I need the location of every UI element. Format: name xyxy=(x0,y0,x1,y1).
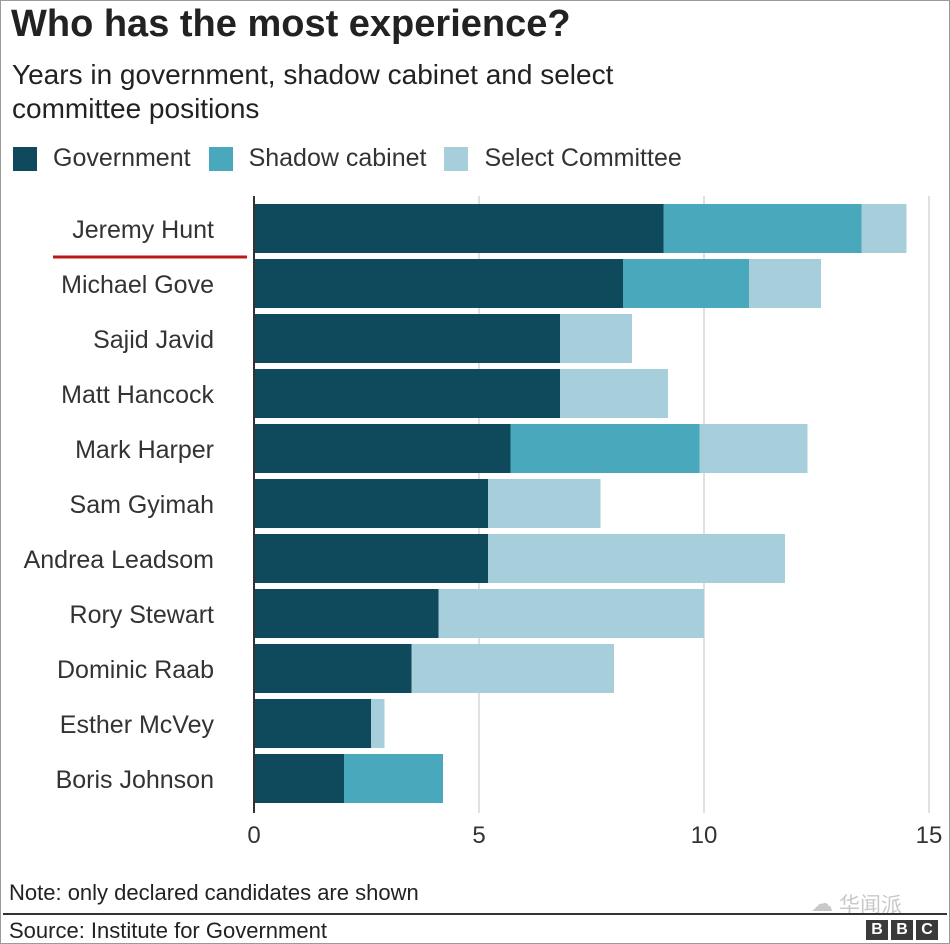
legend: Government Shadow cabinet Select Committ… xyxy=(13,144,700,173)
bar-select-committee xyxy=(371,699,385,748)
watermark-text: 华闻派 xyxy=(839,894,902,917)
bar-government xyxy=(254,754,344,803)
source-text: Source: Institute for Government xyxy=(9,918,327,943)
bar-shadow-cabinet xyxy=(623,259,749,308)
bar-government xyxy=(254,479,488,528)
legend-swatch-government xyxy=(13,146,37,171)
chart-title: Who has the most experience? xyxy=(11,3,571,45)
bar-select-committee xyxy=(411,644,614,693)
chart-subtitle: Years in government, shadow cabinet and … xyxy=(12,59,614,124)
bar-select-committee xyxy=(560,369,668,418)
category-label: Matt Hancock xyxy=(61,381,214,409)
bar-select-committee xyxy=(749,259,821,308)
bar-select-committee xyxy=(438,589,704,638)
bar-select-committee xyxy=(560,314,632,363)
bar-government xyxy=(254,259,623,308)
bar-shadow-cabinet xyxy=(663,204,862,253)
bar-government xyxy=(254,424,511,473)
category-label: Sam Gyimah xyxy=(70,491,214,519)
legend-item-government: Government xyxy=(13,144,191,173)
bar-government xyxy=(254,644,412,693)
bbc-logo-letter: B xyxy=(866,920,888,940)
x-tick-label: 15 xyxy=(916,822,943,849)
bar-government xyxy=(254,369,560,418)
legend-item-select-committee: Select Committee xyxy=(444,144,682,173)
bbc-logo-letter: C xyxy=(916,920,938,940)
bar-select-committee xyxy=(488,479,601,528)
category-label: Jeremy Hunt xyxy=(72,216,214,244)
legend-swatch-select-committee xyxy=(444,146,469,171)
bar-shadow-cabinet xyxy=(344,754,443,803)
bar-government xyxy=(254,589,439,638)
legend-label-shadow-cabinet: Shadow cabinet xyxy=(248,144,427,172)
bar-chart: 0 5 10 15 Jeremy Hunt Michael Gove Sajid Javid… xyxy=(24,196,943,849)
x-tick-label: 0 xyxy=(247,822,260,849)
category-label: Michael Gove xyxy=(61,271,214,299)
bbc-logo-letter: B xyxy=(891,920,913,940)
category-label: Dominic Raab xyxy=(57,656,214,684)
x-tick-label: 10 xyxy=(691,822,718,849)
note-text: Note: only declared candidates are shown xyxy=(9,880,419,905)
category-label: Rory Stewart xyxy=(70,601,215,629)
bbc-logo: B B C xyxy=(863,920,938,940)
legend-label-government: Government xyxy=(53,144,191,172)
category-label: Sajid Javid xyxy=(93,326,214,354)
category-label: Esther McVey xyxy=(60,711,215,739)
legend-item-shadow-cabinet: Shadow cabinet xyxy=(208,144,427,173)
bar-government xyxy=(254,314,560,363)
source-divider xyxy=(3,913,947,915)
watermark: ☁ 华闻派 xyxy=(811,889,902,919)
legend-swatch-shadow-cabinet xyxy=(208,146,233,171)
category-label: Boris Johnson xyxy=(56,766,214,794)
category-label: Mark Harper xyxy=(75,436,214,464)
bar-shadow-cabinet xyxy=(510,424,700,473)
bar-government xyxy=(254,204,664,253)
wechat-icon: ☁ xyxy=(811,891,833,916)
category-label: Andrea Leadsom xyxy=(24,546,214,574)
legend-label-select-committee: Select Committee xyxy=(484,144,682,172)
bar-select-committee xyxy=(699,424,808,473)
bar-government xyxy=(254,534,488,583)
bar-select-committee xyxy=(861,204,907,253)
x-tick-label: 5 xyxy=(472,822,485,849)
bar-government xyxy=(254,699,371,748)
bar-select-committee xyxy=(488,534,785,583)
